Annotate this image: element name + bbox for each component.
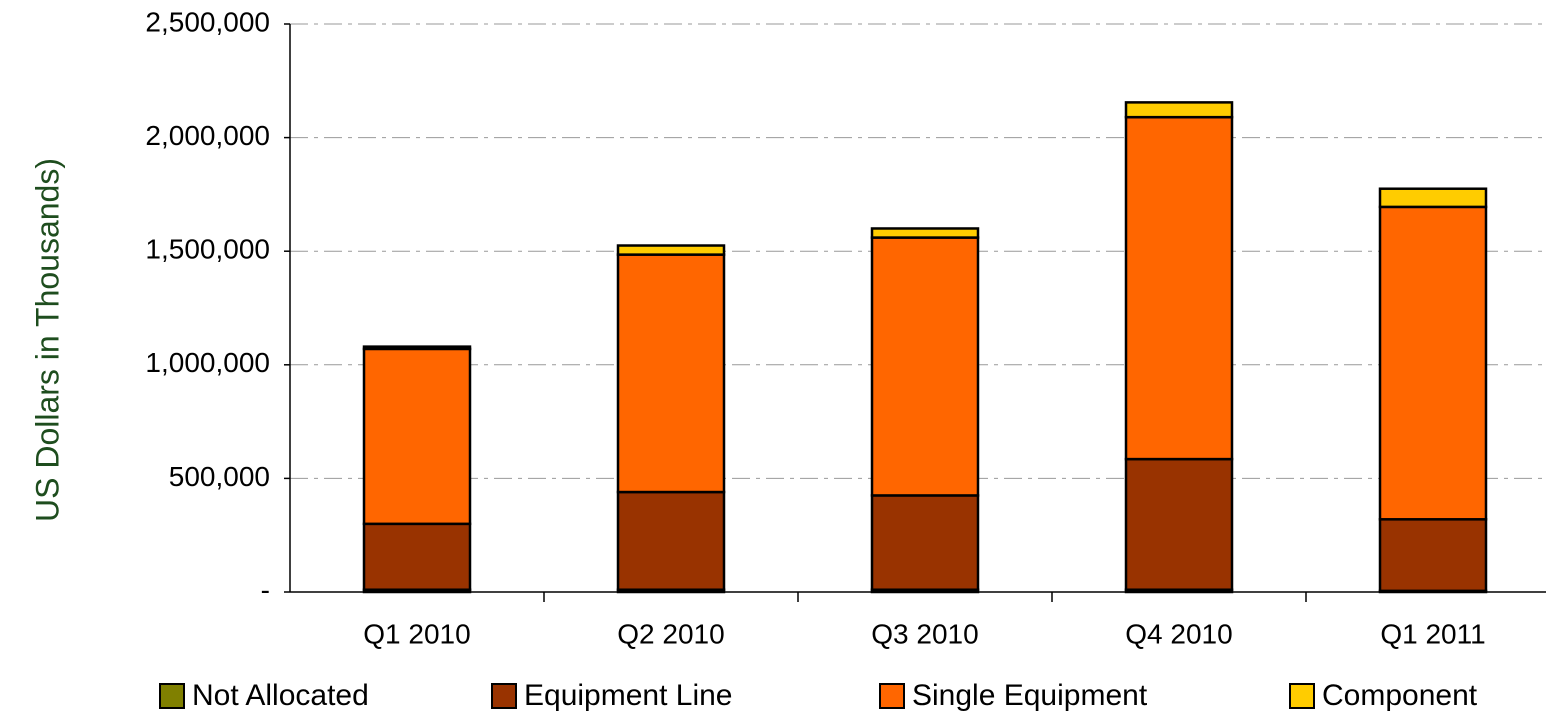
bar-segment — [870, 227, 980, 239]
bar-segment — [616, 253, 726, 494]
bar-segment — [1378, 205, 1488, 521]
legend-swatch — [879, 683, 905, 709]
bar-segment — [362, 522, 472, 591]
x-tick-label: Q3 2010 — [871, 618, 978, 649]
legend-swatch — [491, 683, 517, 709]
legend-label: Equipment Line — [524, 679, 732, 712]
y-tick-label: 1,500,000 — [145, 234, 270, 265]
bar-segment — [1378, 187, 1488, 209]
y-tick-label: 500,000 — [169, 461, 270, 492]
legend-label: Not Allocated — [192, 679, 369, 712]
y-axis-label: US Dollars in Thousands) — [29, 158, 65, 522]
bar-segment — [1124, 457, 1234, 591]
y-tick-label: - — [261, 574, 270, 605]
x-tick-label: Q1 2010 — [363, 618, 470, 649]
bar-segment — [1124, 115, 1234, 461]
x-tick-label: Q2 2010 — [617, 618, 724, 649]
bar-segment — [362, 347, 472, 526]
x-tick-label: Q1 2011 — [1380, 618, 1485, 649]
bar-segment — [616, 244, 726, 256]
bar-segment — [362, 345, 472, 351]
legend-swatch — [159, 683, 185, 709]
bar-segment — [1378, 518, 1488, 593]
y-tick-label: 2,000,000 — [145, 120, 270, 151]
legend-label: Single Equipment — [912, 679, 1148, 712]
bar-segment — [870, 236, 980, 497]
x-tick-label: Q4 2010 — [1125, 618, 1232, 649]
legend-label: Component — [1322, 679, 1478, 712]
y-tick-label: 1,000,000 — [145, 347, 270, 378]
bar-segment — [870, 494, 980, 591]
bar-segment — [1124, 101, 1234, 119]
y-tick-label: 2,500,000 — [145, 6, 270, 37]
bar-segment — [616, 490, 726, 591]
legend-swatch — [1289, 683, 1315, 709]
